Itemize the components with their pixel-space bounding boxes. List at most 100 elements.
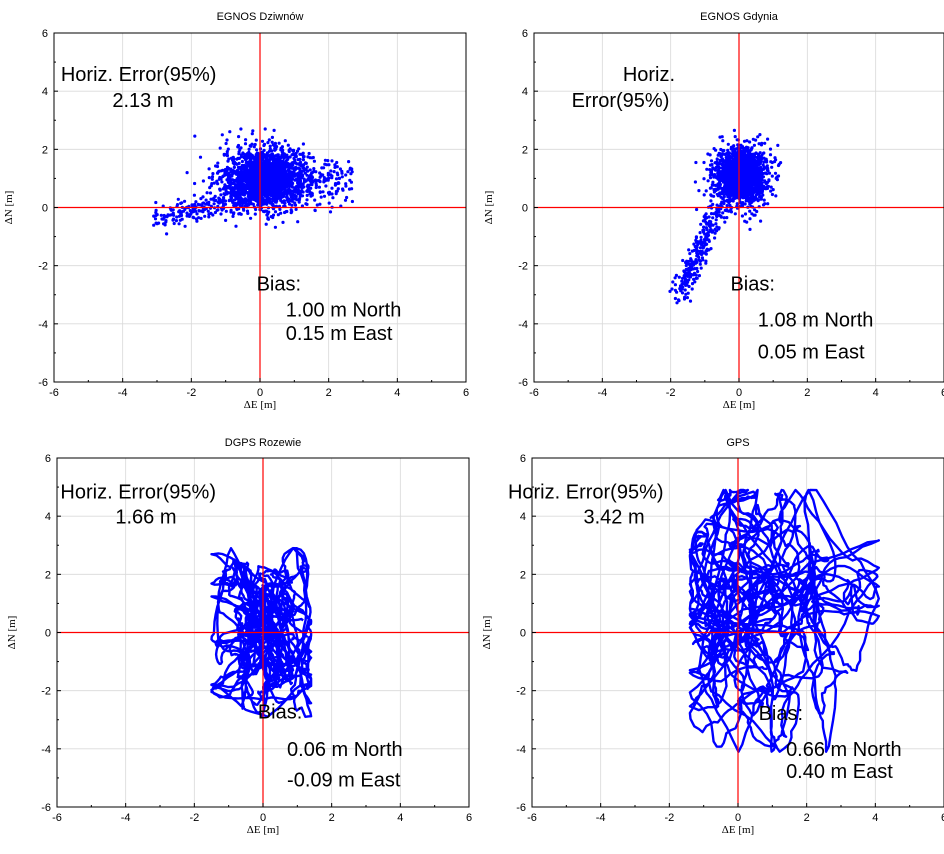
annotations: Horiz. Error(95%)3.42 m Bias: 0.66 m North… <box>508 482 902 783</box>
scatter-points <box>668 128 783 305</box>
annotations: Horiz. Error(95%)1.66 m Bias: 0.06 m North… <box>60 482 402 792</box>
y-tick-label: -4 <box>516 744 526 756</box>
x-tick-label: -4 <box>118 387 128 399</box>
annotation-err-value: 3.42 m <box>584 506 645 528</box>
x-tick-label: -4 <box>597 387 607 399</box>
annotation-bias-north: 0.66 m North <box>786 739 902 761</box>
y-tick-label: 0 <box>520 628 526 640</box>
x-tick-label: 6 <box>463 387 469 399</box>
y-tick-label: 2 <box>520 569 526 581</box>
y-tick-label: 2 <box>522 144 528 156</box>
x-tick-label: -4 <box>596 812 606 824</box>
annotation-bias-north: 0.06 m North <box>287 739 403 761</box>
annotation-bias-label: Bias: <box>258 701 302 723</box>
x-axis-label: ΔE [m] <box>723 399 755 411</box>
y-tick-label: 0 <box>45 628 51 640</box>
y-tick-label: -4 <box>41 744 51 756</box>
annotation-err-label-1: Horiz. <box>623 64 675 86</box>
x-tick-label: 2 <box>804 387 810 399</box>
annotations: Horiz. Error(95%) 2.13 m Bias: 1.00 m North… <box>61 64 401 345</box>
y-tick-label: -2 <box>38 261 48 273</box>
scatter-points <box>152 127 355 236</box>
annotation-bias-north: 1.00 m North <box>286 300 402 322</box>
x-tick-label: -2 <box>664 812 674 824</box>
annotation-err-label: Horiz. Error(95%) <box>508 482 664 504</box>
y-tick-label: -2 <box>516 686 526 698</box>
annotation-err-label-2: Error(95%) <box>572 90 670 112</box>
x-tick-label: 4 <box>873 387 879 399</box>
panel-title: EGNOS Dziwnów <box>217 11 304 23</box>
y-tick-label: 2 <box>42 144 48 156</box>
x-tick-label: -2 <box>666 387 676 399</box>
y-axis-label: ΔN [m] <box>6 616 18 650</box>
x-tick-label: 0 <box>257 387 263 399</box>
annotation-bias-label: Bias: <box>730 273 774 295</box>
annotation-bias-north: 1.08 m North <box>758 310 874 332</box>
axis-ticks: -6 -4 -2 0 2 4 6 -6 -4 -2 0 2 4 6 <box>38 28 469 399</box>
x-axis-label: ΔE [m] <box>244 399 276 411</box>
y-tick-label: -6 <box>516 802 526 814</box>
x-tick-label: 4 <box>872 812 878 824</box>
x-tick-label: 0 <box>260 812 266 824</box>
axis-ticks: -6 -4 -2 0 2 4 6 -6 -4 -2 0 2 4 6 <box>518 28 944 399</box>
y-tick-label: 6 <box>42 28 48 40</box>
y-tick-label: 4 <box>522 86 528 98</box>
annotation-err-label: Horiz. Error(95%) <box>60 482 216 504</box>
y-tick-label: 2 <box>45 569 51 581</box>
annotation-bias-label: Bias: <box>257 273 301 295</box>
y-tick-label: 4 <box>45 511 51 523</box>
x-tick-label: -6 <box>529 387 539 399</box>
axis-ticks: -6 -4 -2 0 2 4 6 -6 -4 -2 0 2 4 6 <box>41 453 472 824</box>
y-axis-label: ΔN [m] <box>481 616 493 650</box>
x-tick-label: 4 <box>397 812 403 824</box>
data-points <box>668 128 783 305</box>
y-tick-label: -2 <box>518 261 528 273</box>
y-tick-label: -2 <box>41 686 51 698</box>
annotation-bias-label: Bias: <box>759 703 803 725</box>
panel-title: DGPS Rozewie <box>225 437 301 449</box>
x-tick-label: 6 <box>466 812 472 824</box>
x-tick-label: -6 <box>52 812 62 824</box>
annotation-err-label: Horiz. Error(95%) <box>61 64 217 86</box>
y-tick-label: -4 <box>38 319 48 331</box>
data-points <box>152 127 355 236</box>
panel-1: EGNOS Dziwnów -6 -4 -2 0 2 4 6 -6 -4 -2 0 2 4 6 ΔE [m] Δ… <box>3 11 469 411</box>
y-tick-label: -4 <box>518 319 528 331</box>
annotation-err-value: 1.66 m <box>115 506 176 528</box>
annotation-bias-east: 0.15 m East <box>286 323 393 345</box>
y-tick-label: 0 <box>42 203 48 215</box>
y-tick-label: 4 <box>42 86 48 98</box>
x-tick-label: -6 <box>49 387 59 399</box>
data-points <box>210 547 313 718</box>
x-tick-label: 2 <box>804 812 810 824</box>
annotation-bias-east: 0.05 m East <box>758 342 865 364</box>
panel-title: EGNOS Gdynia <box>700 11 779 23</box>
x-tick-label: 2 <box>326 387 332 399</box>
x-tick-label: 2 <box>329 812 335 824</box>
x-axis-label: ΔE [m] <box>247 824 279 836</box>
y-tick-label: -6 <box>38 377 48 389</box>
x-tick-label: 4 <box>394 387 400 399</box>
x-tick-label: 6 <box>941 387 944 399</box>
x-tick-label: 0 <box>736 387 742 399</box>
y-tick-label: 6 <box>520 453 526 465</box>
y-tick-label: 4 <box>520 511 526 523</box>
y-tick-label: -6 <box>41 802 51 814</box>
y-tick-label: 0 <box>522 203 528 215</box>
axis-ticks: -6 -4 -2 0 2 4 6 -6 -4 -2 0 2 4 6 <box>516 453 944 824</box>
x-tick-label: -2 <box>189 812 199 824</box>
y-tick-label: -6 <box>518 377 528 389</box>
annotation-err-value: 2.13 m <box>112 90 173 112</box>
x-axis-label: ΔE [m] <box>722 824 754 836</box>
y-tick-label: 6 <box>522 28 528 40</box>
panel-4: GPS -6 -4 -2 0 2 4 6 -6 -4 -2 0 2 4 6 ΔE [m] ΔN [m] Horiz… <box>481 437 944 836</box>
x-tick-label: 6 <box>941 812 944 824</box>
y-axis-label: ΔN [m] <box>3 191 15 225</box>
x-tick-label: -6 <box>527 812 537 824</box>
scatter-tracks <box>210 547 313 718</box>
y-tick-label: 6 <box>45 453 51 465</box>
x-tick-label: 0 <box>735 812 741 824</box>
panel-3: DGPS Rozewie -6 -4 -2 0 2 4 6 -6 -4 -2 0 2 4 6 ΔE [m] ΔN… <box>6 437 472 836</box>
x-tick-label: -2 <box>186 387 196 399</box>
